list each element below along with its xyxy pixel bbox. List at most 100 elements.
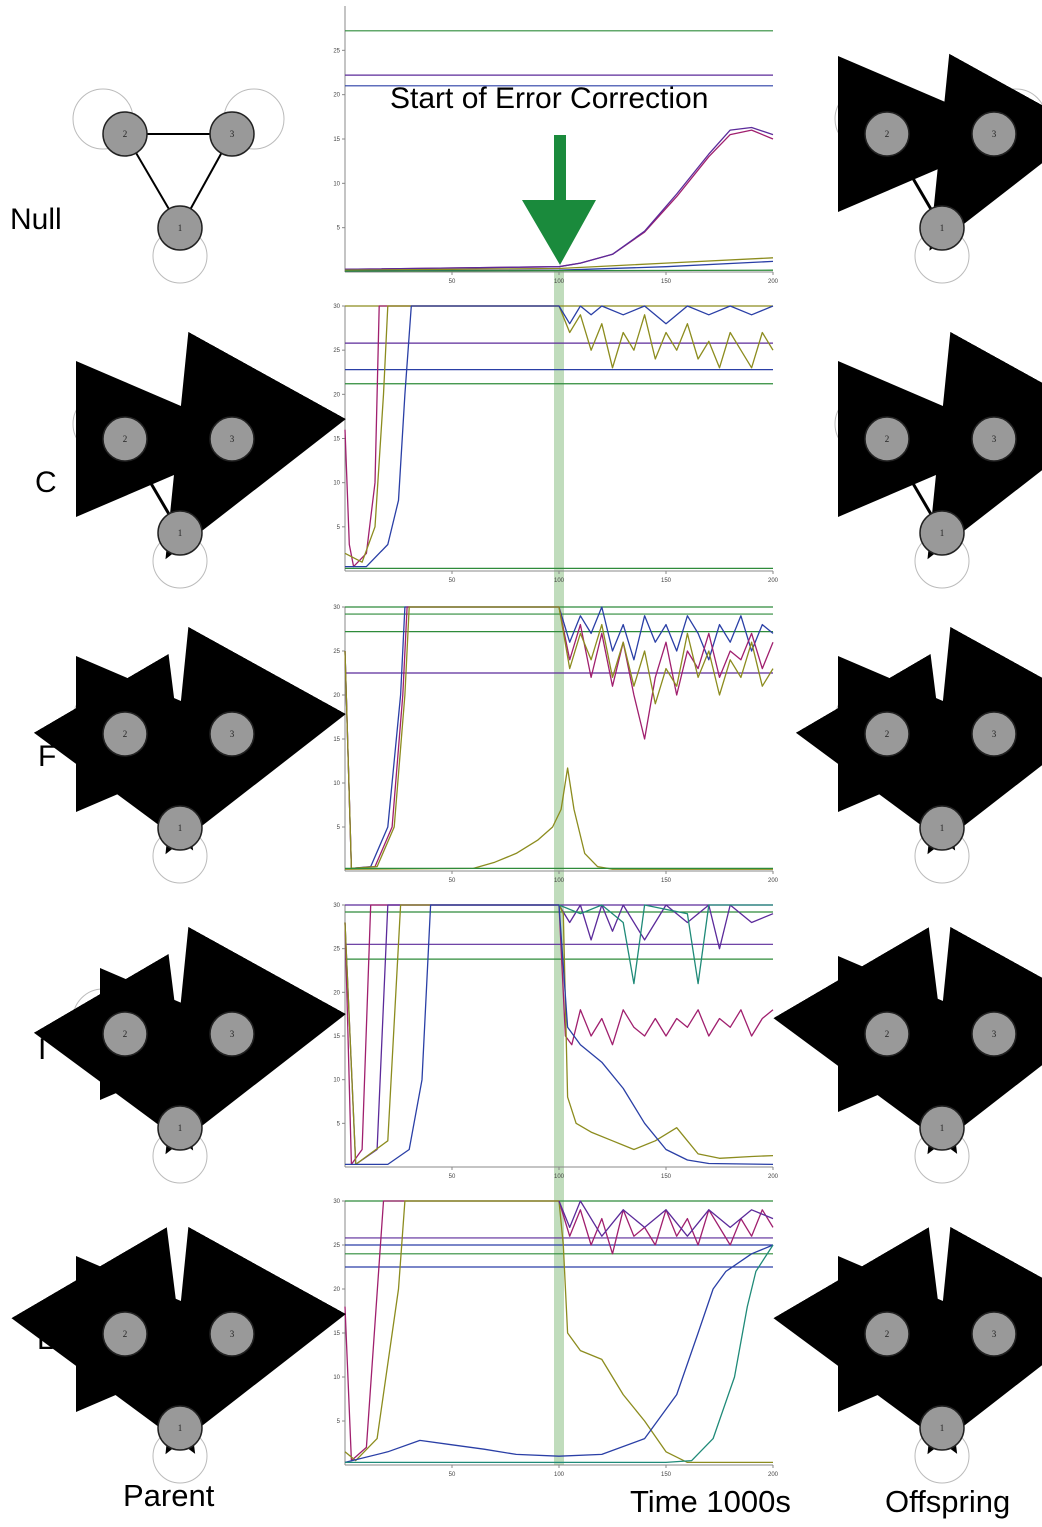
x-tick-label: 50 xyxy=(449,279,456,285)
x-tick-label: 200 xyxy=(768,1472,779,1478)
network-node-label: 1 xyxy=(940,1123,945,1133)
network-node-label: 2 xyxy=(885,1329,890,1339)
network-node-label: 3 xyxy=(230,1329,235,1339)
y-tick-label: 25 xyxy=(333,947,340,953)
series-line-olive xyxy=(344,904,774,1166)
network-node xyxy=(102,416,148,462)
network-node xyxy=(209,111,255,157)
network-node xyxy=(157,1105,203,1151)
x-tick-label: 200 xyxy=(768,1174,779,1180)
network-offspring-i: 1 2 3 xyxy=(773,926,1042,1184)
series-line-teal xyxy=(558,904,773,985)
network-node-label: 2 xyxy=(123,129,128,139)
network-node xyxy=(102,711,148,757)
x-tick-label: 50 xyxy=(449,1472,456,1478)
x-tick-label: 150 xyxy=(661,578,672,584)
network-node-label: 3 xyxy=(230,434,235,444)
y-tick-label: 15 xyxy=(333,737,340,743)
network-node xyxy=(864,416,910,462)
error-correction-band xyxy=(554,270,564,1465)
x-tick-label: 150 xyxy=(661,878,672,884)
network-node-label: 1 xyxy=(178,528,183,538)
y-tick-label: 20 xyxy=(333,693,340,699)
x-tick-label: 200 xyxy=(768,578,779,584)
chart-panel-f: 50 100 150 200 5 10 15 20 25 30 xyxy=(333,605,778,884)
series-line-olive xyxy=(344,767,773,870)
y-tick-label: 10 xyxy=(333,181,340,187)
y-tick-label: 30 xyxy=(333,903,340,909)
x-tick-label: 100 xyxy=(554,279,565,285)
y-tick-label: 10 xyxy=(333,1375,340,1381)
row-label-null: Null xyxy=(10,203,62,236)
network-node-label: 1 xyxy=(178,823,183,833)
series-line-teal xyxy=(345,1244,774,1464)
row-label-i: I xyxy=(38,1033,47,1066)
y-tick-label: 5 xyxy=(337,1121,341,1127)
network-node-label: 2 xyxy=(123,1329,128,1339)
error-correction-arrow-icon xyxy=(522,135,596,265)
x-tick-label: 200 xyxy=(768,878,779,884)
network-parent-c: 1 2 3 xyxy=(72,331,346,589)
network-node-label: 3 xyxy=(992,729,997,739)
network-offspring-c: 1 2 3 xyxy=(834,331,1042,589)
network-node xyxy=(157,205,203,251)
x-tick-label: 200 xyxy=(768,279,779,285)
network-node xyxy=(971,1011,1017,1057)
network-node-label: 3 xyxy=(230,1029,235,1039)
y-tick-label: 20 xyxy=(333,1287,340,1293)
network-node-label: 1 xyxy=(940,528,945,538)
network-node xyxy=(157,1405,203,1451)
series-line-magenta xyxy=(344,606,774,870)
error-correction-annotation: Start of Error Correction xyxy=(390,82,709,115)
series-line-blue xyxy=(345,305,774,568)
x-tick-label: 150 xyxy=(661,279,672,285)
network-node xyxy=(864,1011,910,1057)
network-offspring-null: 1 2 3 xyxy=(834,53,1042,284)
x-tick-label: 150 xyxy=(661,1174,672,1180)
network-node xyxy=(971,111,1017,157)
x-tick-label: 50 xyxy=(449,1174,456,1180)
series-line-olive xyxy=(344,257,774,271)
network-node xyxy=(919,1405,965,1451)
y-tick-label: 10 xyxy=(333,481,340,487)
x-tick-label: 100 xyxy=(554,578,565,584)
x-tick-label: 50 xyxy=(449,878,456,884)
network-node-label: 3 xyxy=(230,729,235,739)
row-label-c: C xyxy=(35,466,57,499)
x-tick-label: 100 xyxy=(554,1472,565,1478)
network-node xyxy=(209,416,255,462)
y-tick-label: 5 xyxy=(337,1419,341,1425)
y-tick-label: 5 xyxy=(337,525,341,531)
y-tick-label: 25 xyxy=(333,48,340,54)
network-node xyxy=(209,711,255,757)
network-node xyxy=(864,111,910,157)
network-node-label: 2 xyxy=(885,434,890,444)
network-node xyxy=(864,1311,910,1357)
network-node-label: 1 xyxy=(940,1423,945,1433)
network-node xyxy=(971,416,1017,462)
y-tick-label: 15 xyxy=(333,1331,340,1337)
y-tick-label: 5 xyxy=(337,226,341,232)
series-line-blue xyxy=(344,1244,774,1464)
network-node xyxy=(919,1105,965,1151)
network-node xyxy=(102,111,148,157)
y-tick-label: 20 xyxy=(333,93,340,99)
network-parent-i: 1 2 3 xyxy=(33,926,346,1184)
time-axis-label: Time 1000s xyxy=(630,1484,791,1519)
chart-panel-null: 50 100 150 200 5 10 15 20 25 xyxy=(333,6,779,285)
network-node xyxy=(864,711,910,757)
network-offspring-l: 1 2 3 xyxy=(773,1226,1042,1484)
network-node-label: 2 xyxy=(123,729,128,739)
series-line-blue xyxy=(344,606,774,870)
network-parent-l: 1 2 3 xyxy=(11,1226,346,1484)
y-tick-label: 10 xyxy=(333,781,340,787)
network-node-label: 1 xyxy=(178,1423,183,1433)
network-node-label: 2 xyxy=(885,729,890,739)
series-line-magenta xyxy=(344,305,559,568)
offspring-label: Offspring xyxy=(885,1484,1011,1519)
y-tick-label: 25 xyxy=(333,1243,340,1249)
y-tick-label: 20 xyxy=(333,392,340,398)
network-parent-f: 1 2 3 xyxy=(33,626,346,884)
